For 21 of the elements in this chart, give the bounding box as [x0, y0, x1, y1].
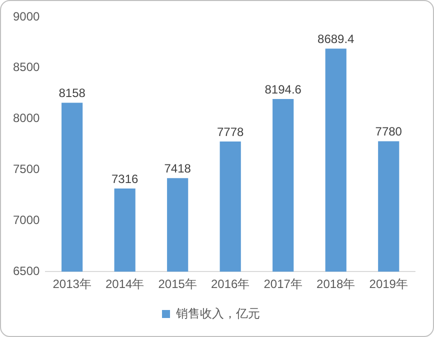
y-tick-label: 6500 [12, 264, 40, 278]
data-label: 8194.6 [264, 82, 302, 96]
data-label: 8158 [58, 86, 86, 100]
x-tick-label: 2014年 [105, 277, 144, 292]
x-tick-label: 2015年 [158, 277, 197, 292]
x-tick-label: 2013年 [52, 277, 92, 292]
y-tick-label: 7000 [12, 212, 40, 227]
x-tick-label: 2017年 [264, 277, 302, 292]
data-label: 7418 [164, 161, 192, 176]
data-label: 7780 [375, 124, 402, 139]
x-tick-label: 2016年 [210, 277, 250, 292]
x-tick-label: 2018年 [316, 277, 356, 292]
y-tick-label: 8000 [12, 111, 40, 126]
y-tick-label: 8500 [12, 60, 40, 74]
y-tick-label: 7500 [12, 162, 40, 176]
y-tick-label: 9000 [12, 9, 40, 24]
data-label: 8689.4 [318, 32, 355, 46]
data-label: 7778 [216, 124, 244, 139]
legend-label: 销售收入，亿元 [175, 306, 260, 320]
x-tick-label: 2019年 [369, 277, 408, 292]
data-label: 7316 [111, 172, 138, 186]
